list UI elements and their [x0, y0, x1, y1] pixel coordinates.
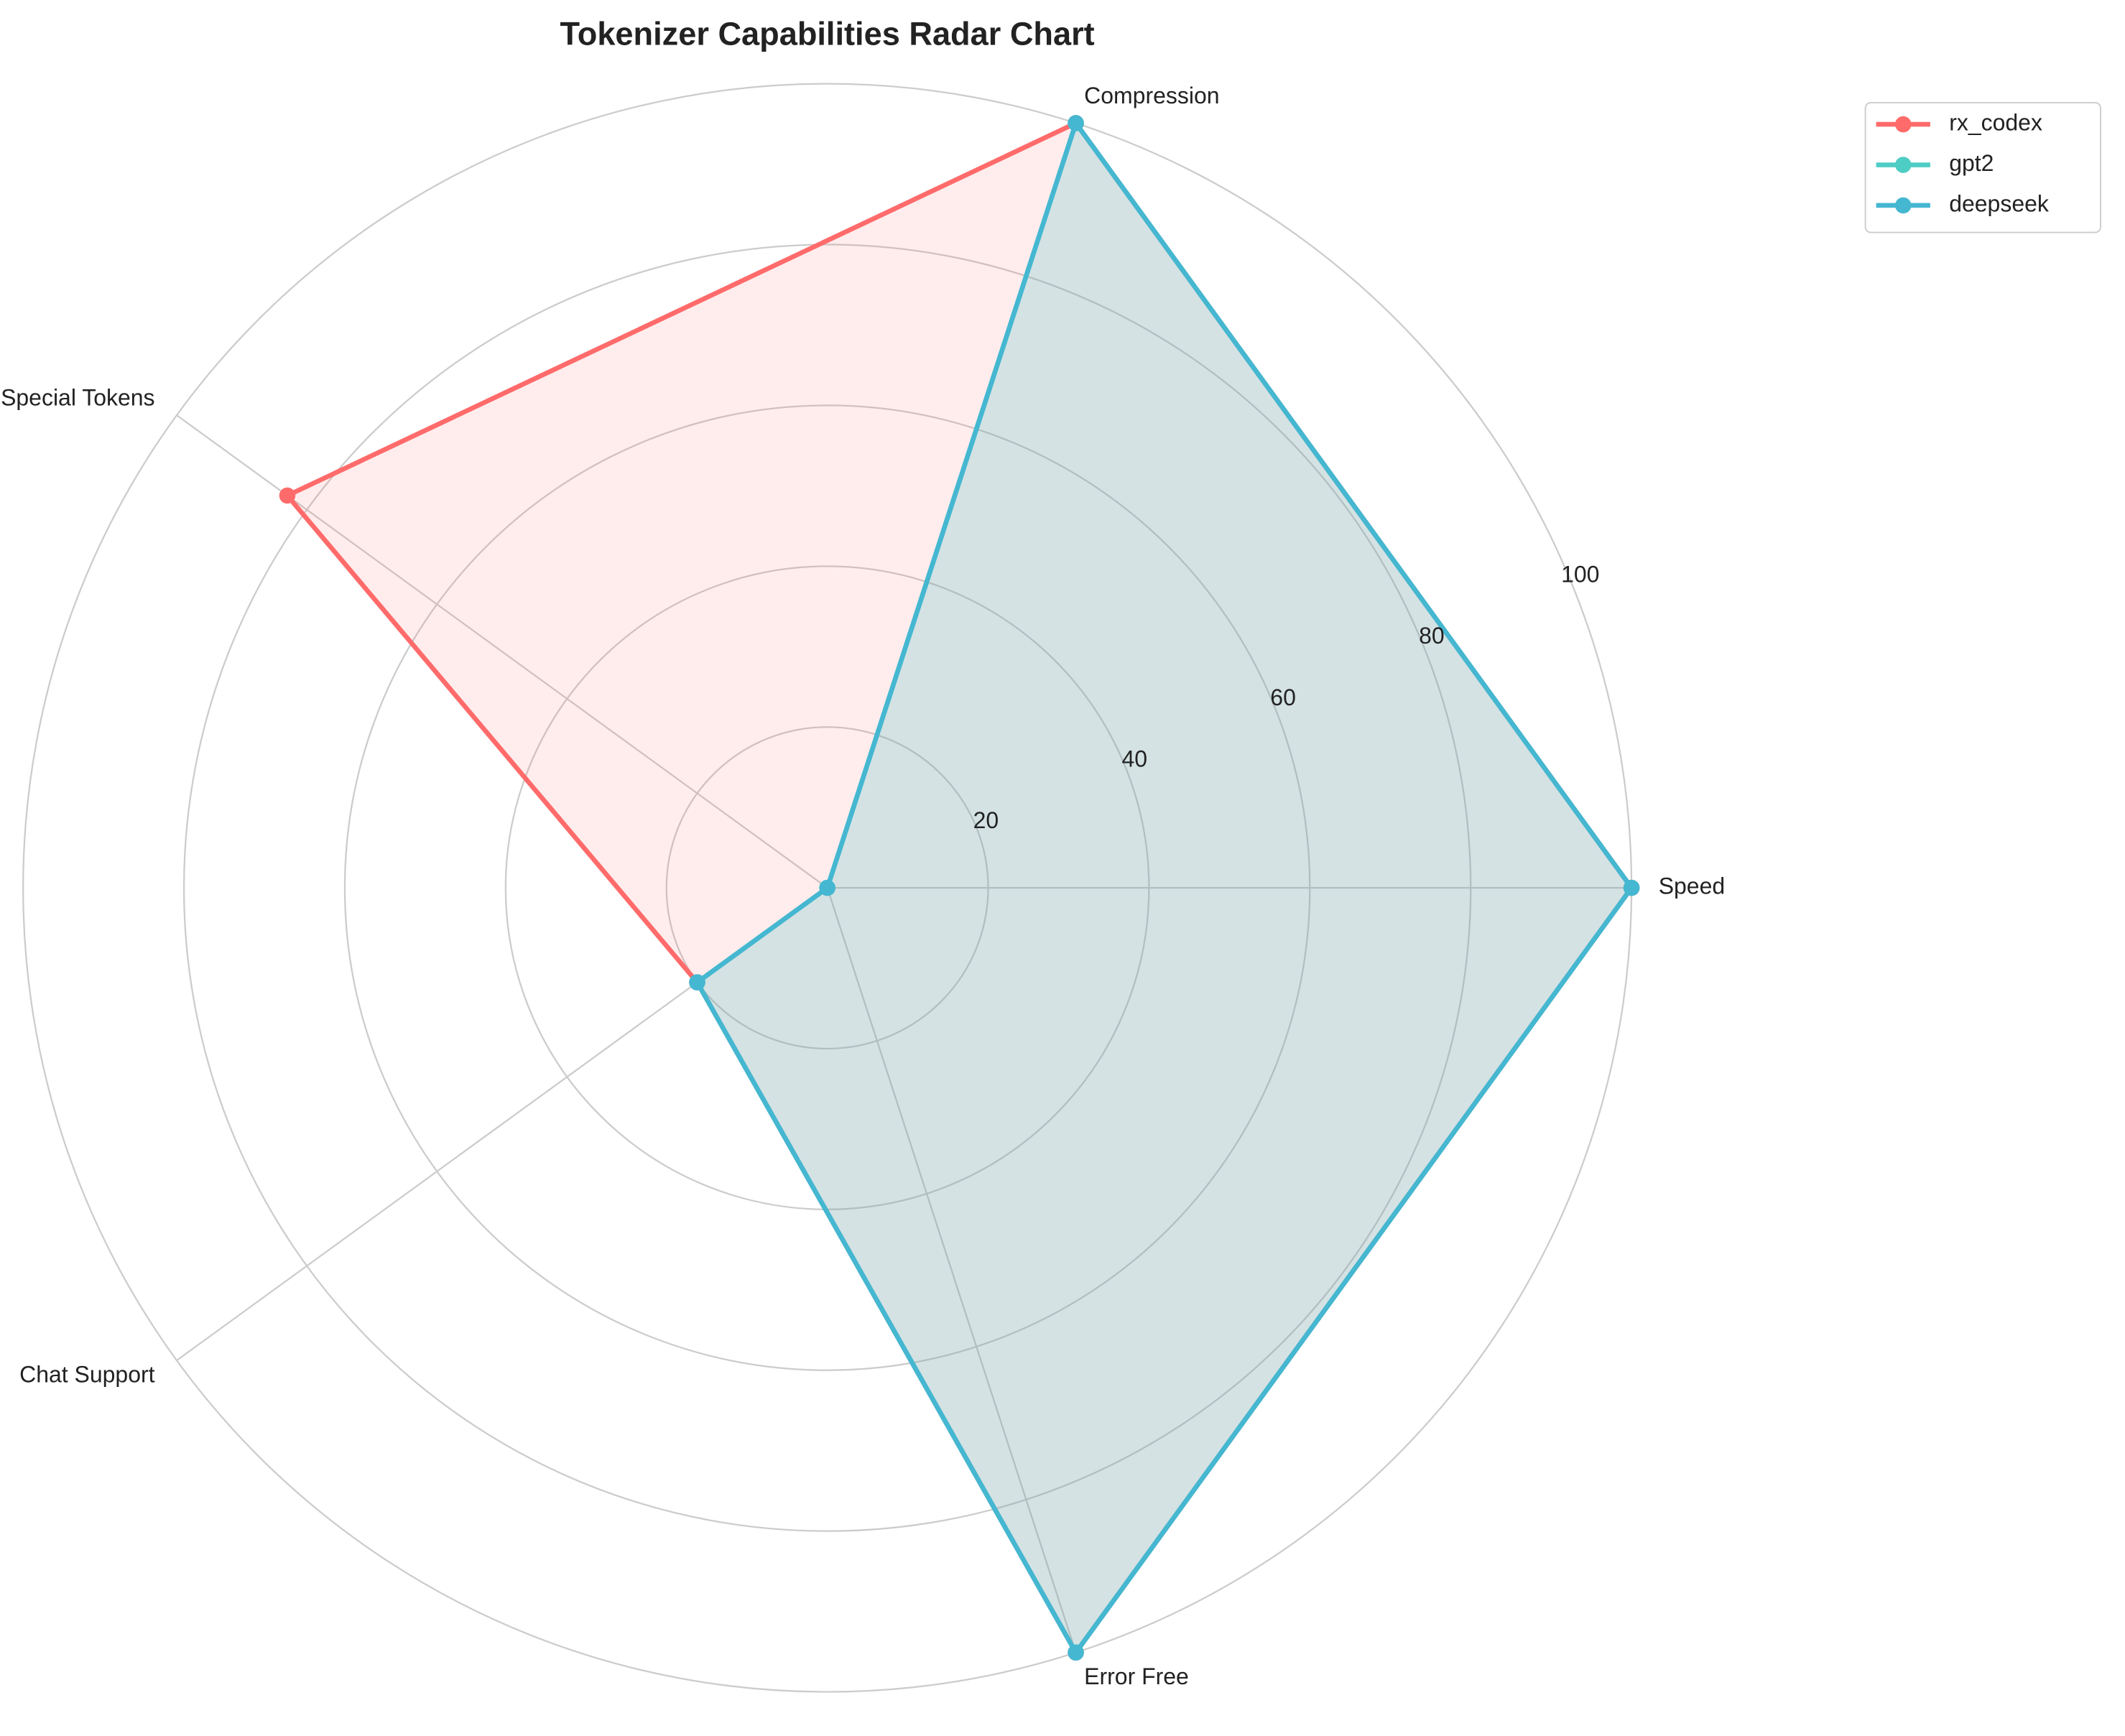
series-point: [1068, 1644, 1084, 1661]
labels: 20 40 60 80 100 Speed Compression Special Token…: [1, 83, 1725, 1689]
legend-marker: [1894, 116, 1912, 133]
legend: rx_codex gpt2 deepseek: [1864, 102, 2101, 233]
chart-title: Tokenizer Capabilities Radar Chart: [560, 16, 1095, 52]
category-label: Chat Support: [19, 1362, 154, 1388]
series-point: [689, 974, 705, 990]
series-point: [819, 879, 835, 896]
category-label: Compression: [1084, 83, 1219, 108]
legend-label: gpt2: [1949, 150, 1994, 176]
series-area: [697, 123, 1632, 1653]
series-point: [279, 487, 296, 504]
r-tick-label: 100: [1561, 561, 1599, 587]
series-group: [279, 115, 1640, 1661]
series-point: [1623, 879, 1640, 896]
legend-box: [1864, 102, 2101, 233]
series-area: [287, 123, 1632, 1653]
legend-label: deepseek: [1949, 190, 2050, 216]
r-tick-label: 60: [1270, 684, 1296, 710]
r-tick-label: 20: [973, 807, 999, 833]
r-tick-label: 40: [1121, 746, 1147, 771]
legend-label: rx_codex: [1949, 110, 2042, 136]
category-label: Error Free: [1084, 1663, 1189, 1689]
spoke: [826, 887, 1077, 1653]
category-label: Speed: [1659, 873, 1725, 899]
category-label: Special Tokens: [1, 384, 154, 410]
series-line: [694, 118, 1635, 1657]
r-tick-label: 80: [1419, 623, 1445, 649]
series-area: [697, 123, 1632, 1653]
legend-marker: [1894, 157, 1912, 173]
legend-marker: [1894, 197, 1912, 214]
series-point: [1068, 115, 1084, 131]
